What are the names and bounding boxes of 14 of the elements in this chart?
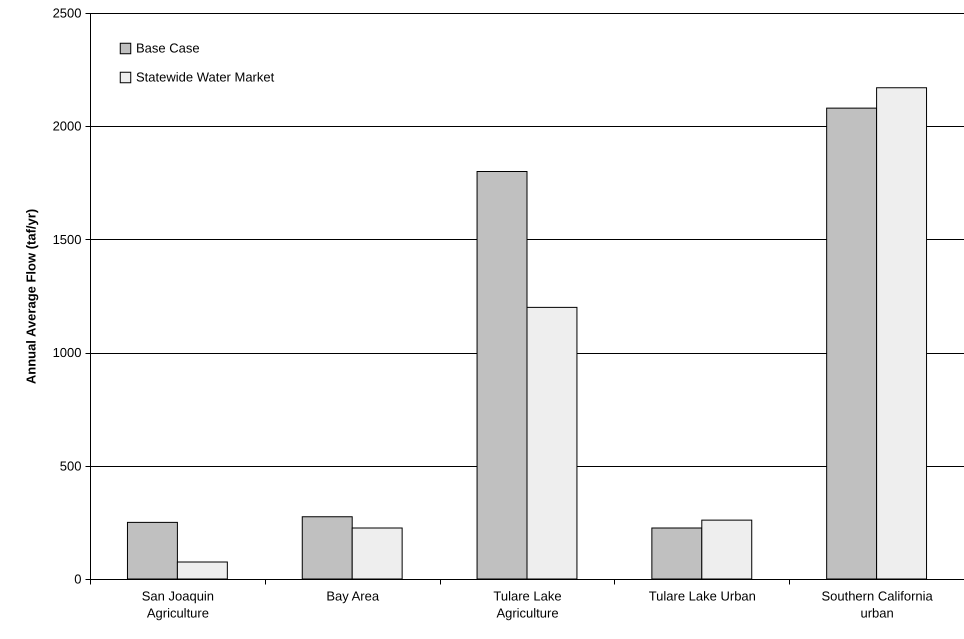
y-tick-label: 500 — [60, 458, 82, 474]
y-axis-title: Annual Average Flow (taf/yr) — [24, 208, 39, 384]
y-tick-label: 2000 — [52, 118, 82, 134]
y-tick-label: 1500 — [52, 232, 82, 247]
x-tick-label: Tulare Lake Agriculture — [493, 588, 562, 620]
y-tick-label: 2500 — [52, 6, 82, 20]
legend-label: Base Case — [136, 40, 200, 56]
y-tick-label: 1000 — [52, 345, 82, 360]
x-tick-label: Tulare Lake Urban — [648, 588, 756, 604]
y-tick-label: 0 — [74, 572, 82, 586]
x-tick-label: Southern California urban — [821, 588, 934, 620]
legend-label: Statewide Water Market — [136, 70, 275, 84]
x-tick-label: Bay Area — [326, 588, 380, 604]
x-tick-label: San Joaquin Agriculture — [142, 588, 214, 620]
